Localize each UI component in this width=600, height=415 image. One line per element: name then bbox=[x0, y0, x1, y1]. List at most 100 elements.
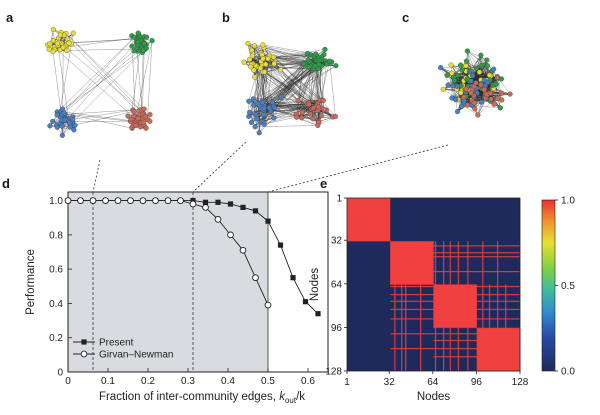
colorbar-tick-label: 0.0 bbox=[561, 367, 575, 378]
x-tick-label: 0 bbox=[65, 376, 71, 387]
heatmap-stripe bbox=[390, 333, 521, 335]
data-point-square bbox=[227, 201, 234, 207]
network-c-nodes bbox=[438, 48, 513, 118]
network-b bbox=[241, 40, 339, 136]
connector-line bbox=[192, 141, 247, 193]
panel-connectors bbox=[92, 141, 449, 193]
data-point-square bbox=[265, 218, 271, 224]
heatmap-y-tick-label: 64 bbox=[331, 279, 343, 290]
data-point-circle bbox=[102, 197, 109, 204]
x-tick-label: 0.4 bbox=[221, 376, 235, 387]
heatmap-block-outline bbox=[389, 241, 434, 285]
panel-d-performance-chart: 0 0.1 0.2 0.3 0.4 0.5 0.6 0 0.2 0.4 0.6 0.8 1.0 Perfo… bbox=[25, 191, 329, 405]
heatmap-blocks bbox=[347, 198, 521, 372]
data-point-circle bbox=[227, 231, 234, 239]
network-c bbox=[438, 48, 513, 118]
heatmap-stripe bbox=[482, 241, 484, 372]
data-point-circle bbox=[152, 197, 159, 204]
heatmap-stripe bbox=[505, 284, 507, 371]
heatmap-stripe bbox=[457, 241, 460, 372]
heatmap-x-tick-label: 128 bbox=[512, 377, 529, 388]
data-point-circle bbox=[239, 246, 247, 254]
y-tick-label: 0 bbox=[57, 368, 63, 379]
heatmap-y-tick-label: 96 bbox=[331, 323, 343, 334]
panel-label-e: e bbox=[320, 176, 327, 191]
y-tick-label: 0.4 bbox=[49, 299, 63, 310]
x-tick-label: 0.2 bbox=[141, 376, 155, 387]
data-point-square bbox=[202, 199, 209, 205]
data-point-square bbox=[215, 199, 221, 205]
data-point-circle bbox=[214, 216, 222, 223]
x-tick-label: 0.6 bbox=[301, 376, 315, 387]
series-girvan-newman bbox=[64, 197, 272, 309]
heatmap-stripe bbox=[420, 241, 422, 372]
heatmap-block bbox=[390, 241, 434, 285]
panel-label-d: d bbox=[2, 176, 10, 191]
heatmap-x-tick-label: 32 bbox=[384, 377, 396, 388]
data-point-circle bbox=[252, 274, 259, 282]
heatmap-stripe bbox=[405, 283, 407, 371]
connector-line bbox=[267, 144, 449, 193]
legend-label-present: Present bbox=[99, 338, 134, 349]
heatmap-block-outline bbox=[433, 284, 478, 329]
heatmap-stripe bbox=[390, 308, 521, 311]
network-b-nodes bbox=[241, 40, 339, 136]
heatmap-stripe bbox=[394, 283, 396, 371]
heatmap-block bbox=[433, 284, 477, 328]
heatmap-stripe bbox=[432, 256, 520, 258]
data-point-circle bbox=[139, 197, 147, 204]
plot-frame bbox=[67, 191, 329, 373]
heatmap-stripe bbox=[432, 245, 520, 247]
colorbar-tick-label: 0.5 bbox=[561, 281, 575, 292]
panel-label-a: a bbox=[6, 10, 14, 25]
heatmap-stripe bbox=[390, 300, 521, 302]
connector-line bbox=[92, 159, 101, 193]
heatmap-x-axis-title: Nodes bbox=[417, 391, 450, 403]
data-point-circle bbox=[127, 197, 134, 204]
heatmap-stripe bbox=[390, 294, 521, 296]
x-axis-title: Fraction of inter-community edges, kout/… bbox=[99, 391, 305, 405]
data-point-circle bbox=[77, 197, 84, 204]
heatmap-stripe bbox=[488, 284, 491, 371]
colorbar-tick-label: 1.0 bbox=[561, 196, 575, 207]
heatmap-frame bbox=[346, 197, 521, 372]
y-tick-label: 0.8 bbox=[49, 230, 63, 241]
data-point-square bbox=[302, 299, 309, 305]
x-tick-label: 0.1 bbox=[101, 376, 115, 387]
data-point-circle bbox=[189, 200, 197, 208]
heatmap-stripe bbox=[390, 271, 521, 273]
data-point-square bbox=[240, 204, 246, 210]
heatmap-y-tick-label: 32 bbox=[331, 236, 343, 247]
y-tick-label: 1.0 bbox=[49, 196, 63, 207]
data-point-circle bbox=[114, 197, 122, 204]
y-tick-label: 0.6 bbox=[49, 265, 63, 276]
data-point-square bbox=[277, 242, 284, 248]
heatmap-stripe bbox=[401, 283, 403, 371]
data-point-circle bbox=[264, 301, 272, 309]
data-point-square bbox=[290, 275, 296, 281]
shaded-region bbox=[68, 192, 268, 372]
heatmap-stripe bbox=[449, 241, 451, 372]
colorbar bbox=[541, 199, 556, 372]
heatmap-stripe bbox=[443, 241, 445, 372]
heatmap-stripe bbox=[497, 241, 499, 372]
panel-label-b: b bbox=[222, 10, 230, 25]
legend-marker-present bbox=[81, 339, 87, 345]
data-point-square bbox=[190, 198, 196, 204]
data-point-circle bbox=[64, 197, 72, 204]
heatmap-stripe bbox=[432, 252, 520, 254]
heatmap-x-tick-label: 96 bbox=[471, 377, 483, 388]
heatmap-y-axis-title: Nodes bbox=[309, 268, 321, 301]
panel-labels: a b c d e bbox=[2, 10, 409, 191]
heatmap-stripes bbox=[390, 241, 521, 372]
x-tick-label: 0.5 bbox=[261, 376, 275, 387]
y-axis-title: Performance bbox=[25, 249, 37, 315]
data-point-square bbox=[252, 208, 259, 214]
network-a bbox=[45, 26, 155, 138]
heatmap-y-tick-label: 1 bbox=[336, 194, 342, 205]
legend-label-girvan-newman: Girvan–Newman bbox=[99, 350, 173, 361]
heatmap-block bbox=[347, 198, 391, 242]
heatmap-stripe bbox=[390, 318, 521, 320]
